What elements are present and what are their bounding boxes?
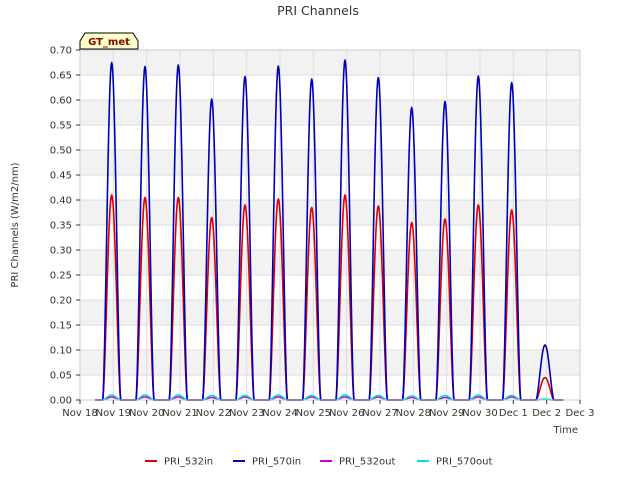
plot-band [80,100,580,125]
x-tick-label: Nov 23 [229,408,264,419]
x-tick-label: Dec 1 [499,408,528,419]
y-tick-label: 0.10 [50,346,72,357]
y-axis-title: PRI Channels (W/m2/nm) [10,162,21,287]
x-tick-label: Nov 19 [96,408,131,419]
y-tick-label: 0.20 [50,296,72,307]
y-tick-label: 0.70 [50,46,72,57]
x-tick-label: Nov 24 [262,408,297,419]
legend-label: PRI_532in [164,457,213,468]
legend-item-pri_570out: PRI_570out [417,457,492,468]
y-tick-label: 0.60 [50,96,72,107]
y-tick-label: 0.25 [50,271,72,282]
legend-item-pri_532in: PRI_532in [145,457,213,468]
y-tick-label: 0.15 [50,321,72,332]
y-tick-label: 0.40 [50,196,72,207]
plot-band [80,300,580,325]
plot-band [80,350,580,375]
badge-shape [79,32,139,50]
x-axis-title: Time [553,425,578,436]
x-tick-label: Nov 25 [296,408,331,419]
legend-label: PRI_532out [339,457,395,468]
x-tick-label: Nov 27 [362,408,397,419]
y-tick-label: 0.30 [50,246,72,257]
y-tick-label: 0.00 [50,396,72,407]
x-tick-label: Nov 18 [62,408,97,419]
x-tick-label: Dec 2 [532,408,561,419]
plot-band [80,50,580,75]
legend-label: PRI_570out [436,457,492,468]
x-tick-label: Nov 30 [462,408,497,419]
x-tick-label: Dec 3 [566,408,595,419]
x-tick-label: Nov 21 [162,408,197,419]
y-tick-label: 0.45 [50,171,72,182]
y-axis: 0.00 0.05 0.10 0.15 0.20 0.25 0.30 0.35 0.40 0.45… [50,46,80,407]
y-tick-label: 0.35 [50,221,72,232]
x-tick-label: Nov 29 [429,408,464,419]
plot-band [80,200,580,225]
y-tick-label: 0.05 [50,371,72,382]
x-tick-label: Nov 20 [129,408,164,419]
legend-item-pri_570in: PRI_570in [233,457,301,468]
y-tick-label: 0.65 [50,71,72,82]
x-tick-label: Nov 22 [196,408,231,419]
badge-label: GT_met [88,37,130,48]
x-tick-label: Nov 28 [396,408,431,419]
y-tick-label: 0.50 [50,146,72,157]
legend: PRI_532in PRI_570in PRI_532out PRI_570out [145,457,492,468]
legend-label: PRI_570in [252,457,301,468]
plot-band [80,150,580,175]
y-tick-label: 0.55 [50,121,72,132]
chart-title: PRI Channels [277,3,359,18]
plot-band [80,250,580,275]
x-tick-label: Nov 26 [329,408,364,419]
legend-item-pri_532out: PRI_532out [320,457,395,468]
gt-met-badge: GT_met [79,32,139,50]
